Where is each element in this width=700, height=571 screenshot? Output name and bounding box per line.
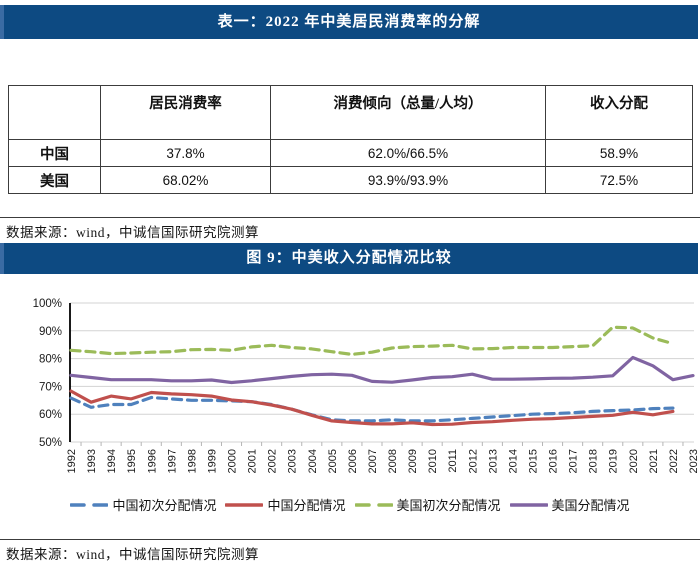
- x-tick-label-2011: 2011: [447, 449, 459, 473]
- legend-swatch-icon: [70, 502, 109, 507]
- x-tick-label-1994: 1994: [106, 449, 118, 473]
- income-distribution-line-chart: 50% 60% 70% 80% 90% 100% 1992 1993 1994 1995 1996 1…: [33, 298, 700, 473]
- x-tick-label-2012: 2012: [467, 449, 479, 473]
- series-line-2: [69, 325, 675, 357]
- table-header-propensity: 消费倾向（总量/人均）: [270, 85, 546, 140]
- x-tick-label-2014: 2014: [507, 449, 519, 473]
- x-tick-label-2008: 2008: [387, 449, 399, 473]
- x-tick-label-2017: 2017: [568, 449, 580, 473]
- china-propensity: 62.0%/66.5%: [270, 139, 546, 167]
- table-header-income-distribution: 收入分配: [545, 85, 693, 140]
- x-tick-label-2009: 2009: [407, 449, 419, 473]
- x-tick-label-2022: 2022: [668, 449, 680, 473]
- y-tick-label-70: 70%: [39, 381, 62, 393]
- figure-caption-banner: 图 9：中美收入分配情况比较: [0, 243, 698, 274]
- x-tick-label-1995: 1995: [126, 449, 138, 473]
- x-tick-label-2004: 2004: [307, 449, 319, 473]
- consumption-table: 居民消费率 消费倾向（总量/人均） 收入分配 中国 37.8% 62.0%/66…: [8, 85, 693, 194]
- x-tick-label-2020: 2020: [628, 449, 640, 473]
- x-tick-label-2016: 2016: [548, 449, 560, 473]
- x-tick-label-2015: 2015: [527, 449, 539, 473]
- chart-legend: 中国初次分配情况 中国分配情况 美国初次分配情况 美国分配情况: [0, 495, 700, 514]
- y-tick-label-90: 90%: [39, 326, 62, 338]
- data-source-top: 数据来源：wind，中诚信国际研究院测算: [6, 225, 259, 240]
- figure-caption: 图 9：中美收入分配情况比较: [246, 250, 452, 266]
- legend-swatch-icon: [225, 502, 264, 507]
- legend-item-2: 美国初次分配情况: [354, 495, 501, 514]
- legend-item-0: 中国初次分配情况: [70, 495, 216, 514]
- row-label-us: 美国: [8, 166, 101, 194]
- x-tick-label-2007: 2007: [367, 449, 379, 473]
- x-tick-label-2019: 2019: [608, 449, 620, 473]
- row-label-china: 中国: [8, 139, 101, 167]
- divider-line-top: [0, 217, 700, 218]
- data-source-bottom: 数据来源：wind，中诚信国际研究院测算: [6, 547, 259, 562]
- banner-left-edge: [0, 243, 4, 274]
- banner-left-edge: [0, 5, 4, 39]
- x-tick-label-1996: 1996: [146, 449, 158, 473]
- y-tick-label-60: 60%: [39, 409, 62, 421]
- x-tick-label-1999: 1999: [206, 449, 218, 473]
- table-header-empty: [8, 85, 101, 140]
- china-consumption-rate: 37.8%: [100, 139, 271, 167]
- legend-label: 美国初次分配情况: [396, 498, 501, 513]
- us-propensity: 93.9%/93.9%: [270, 166, 546, 194]
- legend-swatch-icon: [509, 502, 548, 507]
- y-tick-label-100: 100%: [33, 298, 62, 310]
- x-tick-label-2000: 2000: [227, 449, 239, 473]
- x-tick-label-2005: 2005: [327, 449, 339, 473]
- x-tick-label-1992: 1992: [66, 449, 78, 473]
- table-caption-banner: 表一：2022 年中美居民消费率的分解: [0, 5, 698, 39]
- table-header-consumption-rate: 居民消费率: [100, 85, 271, 140]
- legend-label: 中国分配情况: [267, 498, 346, 513]
- series-line-1: [69, 389, 675, 427]
- series-line-0: [69, 395, 675, 423]
- us-income-distribution: 72.5%: [545, 166, 693, 194]
- table-caption: 表一：2022 年中美居民消费率的分解: [217, 14, 481, 30]
- table-row-us: 美国 68.02% 93.9%/93.9% 72.5%: [8, 166, 693, 194]
- x-tick-label-2023: 2023: [688, 449, 700, 473]
- x-tick-label-2002: 2002: [267, 449, 279, 473]
- table-header-row: 居民消费率 消费倾向（总量/人均） 收入分配: [8, 85, 693, 140]
- x-tick-label-1997: 1997: [166, 449, 178, 473]
- x-tick-label-2010: 2010: [427, 449, 439, 473]
- legend-label: 美国分配情况: [551, 498, 630, 513]
- divider-line-bottom: [0, 539, 700, 540]
- us-consumption-rate: 68.02%: [100, 166, 271, 194]
- legend-label: 中国初次分配情况: [112, 498, 217, 513]
- x-tick-label-2013: 2013: [487, 449, 499, 473]
- x-tick-label-2021: 2021: [648, 449, 660, 473]
- x-tick-label-2006: 2006: [347, 449, 359, 473]
- x-tick-label-2001: 2001: [247, 449, 259, 473]
- x-tick-label-2018: 2018: [588, 449, 600, 473]
- legend-item-3: 美国分配情况: [509, 495, 630, 514]
- legend-swatch-icon: [354, 502, 393, 507]
- china-income-distribution: 58.9%: [545, 139, 693, 167]
- legend-item-1: 中国分配情况: [225, 495, 346, 514]
- x-tick-label-1998: 1998: [186, 449, 198, 473]
- y-tick-label-80: 80%: [39, 354, 62, 366]
- series-line-3: [69, 355, 695, 385]
- y-tick-label-50: 50%: [39, 437, 62, 449]
- x-tick-label-2003: 2003: [287, 449, 299, 473]
- x-tick-label-1993: 1993: [86, 449, 98, 473]
- table-row-china: 中国 37.8% 62.0%/66.5% 58.9%: [8, 139, 693, 167]
